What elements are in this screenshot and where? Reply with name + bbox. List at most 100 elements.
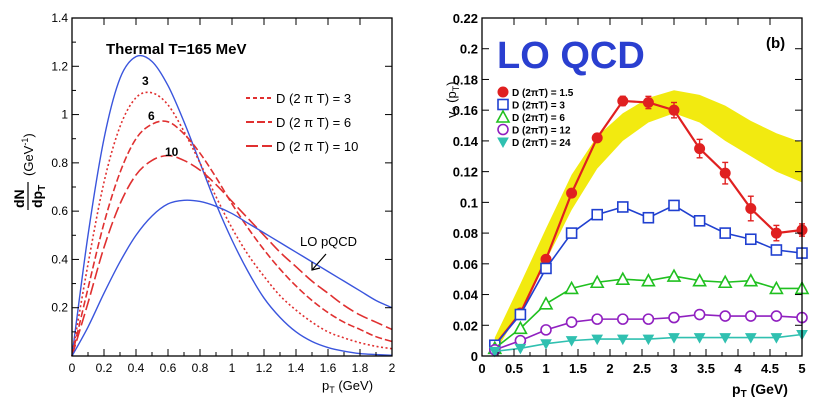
right-x-tick-label: 3 <box>670 361 677 376</box>
right-y-tick-label: 0.04 <box>453 288 479 303</box>
left-x-tick-label: 1.8 <box>352 361 369 375</box>
left-x-tick-label: 0.4 <box>128 361 145 375</box>
legend-marker-2 <box>495 109 511 123</box>
right-legend: D (2πT) = 1.5 D (2πT) = 3D (2πT) = 6 D (2π… <box>495 86 574 149</box>
legend-marker-3 <box>497 123 509 136</box>
legend-label-3: D (2πT) = 12 <box>512 126 571 137</box>
left-plot-area <box>72 18 392 356</box>
data-point <box>668 199 680 212</box>
left-series-line-3 <box>71 154 393 357</box>
left-legend: D (2 π T) = 3 D (2 π T) = 6 D (2 π T) = … <box>246 91 358 154</box>
left-x-tick-label: 1.2 <box>256 361 273 375</box>
data-point <box>693 308 706 321</box>
right-x-tick-label: 5 <box>798 361 805 376</box>
left-x-tick-label: 0.6 <box>160 361 177 375</box>
right-panel: 0 0.5 1 1.5 2 2.5 3 3.5 4 4.5 5 0 0.02 0.04 0.06 0.08 0.… <box>444 11 810 400</box>
left-series-line-2 <box>71 120 393 357</box>
data-point <box>591 313 604 325</box>
right-x-tick-label: 2.5 <box>633 361 651 376</box>
left-x-tick-label: 1 <box>229 361 236 375</box>
data-point <box>694 143 706 155</box>
left-curves <box>71 54 393 357</box>
data-point <box>540 339 552 350</box>
right-x-tick-label: 4 <box>734 361 742 376</box>
left-x-axis-label: pT (GeV) <box>322 378 373 395</box>
data-point <box>770 310 783 322</box>
left-panel: 0 0.2 0.4 0.6 0.8 1 1.2 1.4 1.6 1.8 2 0.2 0.4 0.6 0.8 1… <box>11 11 396 395</box>
right-y-tick-label: 0.2 <box>460 42 478 57</box>
data-point <box>769 280 784 295</box>
left-y-tick-label: 0.2 <box>51 301 68 315</box>
legend-marker-1 <box>497 98 509 111</box>
right-x-tick-label: 1 <box>542 361 549 376</box>
data-point <box>770 333 783 344</box>
right-y-tick-label: 0.02 <box>453 318 478 333</box>
right-y-axis-label: v2 (pT) <box>444 81 461 118</box>
data-point <box>641 273 656 287</box>
yellow-band <box>494 90 802 353</box>
left-series-line-0 <box>71 54 393 357</box>
left-series-line-4 <box>71 199 393 357</box>
data-point <box>565 316 578 329</box>
right-y-tick-label: 0.18 <box>453 72 478 87</box>
data-point <box>565 227 578 239</box>
data-point <box>719 227 732 239</box>
left-y-tick-label: 0.6 <box>51 204 68 218</box>
left-y-tick-label: 1.4 <box>51 11 68 25</box>
data-point <box>513 320 528 335</box>
data-point <box>591 132 603 144</box>
left-y-tick-label: 0.4 <box>51 252 68 266</box>
annotation-curve-3: 3 <box>142 74 149 88</box>
legend-label-2: D (2πT) = 6 <box>512 113 565 124</box>
left-y-tick-label: 1.2 <box>51 59 68 73</box>
right-x-tick-label: 2 <box>606 361 613 376</box>
annotation-curve-6: 6 <box>148 109 155 123</box>
annotation-lo-pqcd: LO pQCD <box>300 234 357 249</box>
right-ticks: 0 0.5 1 1.5 2 2.5 3 3.5 4 4.5 5 0 0.02 0.04 0.06 0.08 0.… <box>453 11 806 376</box>
right-plot-area <box>482 18 802 356</box>
left-chart-title: Thermal T=165 MeV <box>106 41 246 58</box>
right-y-tick-label: 0.12 <box>453 165 478 180</box>
right-x-tick-label: 0.5 <box>505 361 523 376</box>
legend-marker-0 <box>497 86 509 98</box>
data-point <box>744 333 757 344</box>
left-x-tick-label: 0.2 <box>96 361 113 375</box>
right-x-tick-label: 1.5 <box>569 361 587 376</box>
data-point <box>692 273 707 287</box>
legend-label-0: D (2πT) = 1.5 <box>512 88 574 99</box>
data-point <box>668 311 680 324</box>
data-point <box>591 208 604 221</box>
data-point <box>540 262 552 275</box>
left-x-tick-label: 0 <box>69 361 76 375</box>
legend-label-d10: D (2 π T) = 10 <box>276 139 358 154</box>
data-point <box>514 308 527 321</box>
annotation-arrow <box>311 253 327 271</box>
data-point <box>514 343 527 355</box>
right-y-tick-label: 0.06 <box>453 257 478 272</box>
svg-text:dpT: dpT <box>29 185 48 208</box>
data-point <box>615 271 631 285</box>
data-point <box>642 97 654 108</box>
data-point <box>744 310 757 322</box>
legend-marker-4 <box>497 137 509 149</box>
data-point <box>642 334 655 346</box>
data-point <box>770 244 783 256</box>
data-point <box>565 336 578 347</box>
data-point <box>566 187 578 199</box>
left-series-line-1 <box>71 91 393 357</box>
left-x-tick-label: 1.4 <box>288 361 305 375</box>
right-series <box>487 95 810 358</box>
right-series-4 <box>488 329 808 358</box>
legend-label-d6: D (2 π T) = 6 <box>276 115 351 130</box>
data-point <box>693 215 706 227</box>
left-y-tick-label: 0.8 <box>51 156 68 170</box>
left-y-tick-label: 1 <box>61 108 68 122</box>
svg-text:dN: dN <box>11 189 27 208</box>
data-point <box>770 227 782 239</box>
right-y-tick-label: 0.22 <box>453 11 478 26</box>
data-point <box>616 313 629 325</box>
data-point <box>538 296 554 310</box>
panel-label-b: (b) <box>766 35 785 52</box>
data-point <box>745 203 757 215</box>
